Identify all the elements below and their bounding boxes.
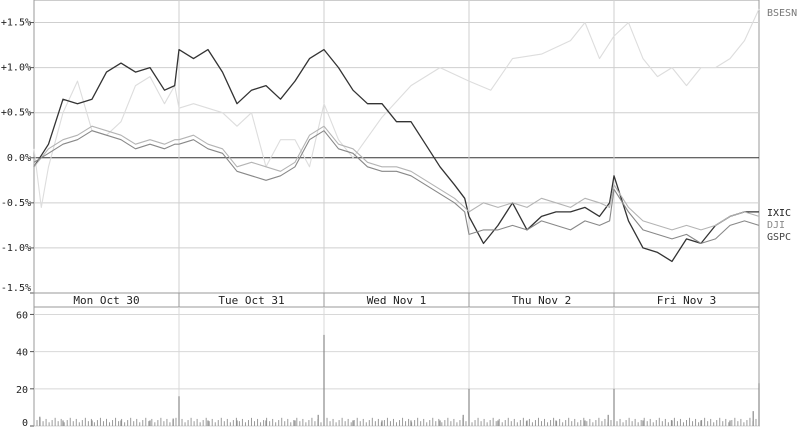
volume-plot-area xyxy=(33,306,760,427)
legend-gspc: GSPC xyxy=(767,232,791,243)
volume-y-tick-label: 0 xyxy=(22,418,28,429)
series-line-gspc xyxy=(33,130,760,244)
volume-y-tick-label: 40 xyxy=(16,348,28,359)
series-line-dji xyxy=(33,125,760,231)
legend-bsesn: BSESN xyxy=(767,8,797,19)
series-line-bsesn xyxy=(33,8,760,208)
legend-ixic: IXIC xyxy=(767,208,791,219)
series-line-ixic xyxy=(33,48,759,263)
y-tick-label: -0.5% xyxy=(1,198,31,209)
y-tick-label: -1.0% xyxy=(1,243,31,254)
volume-y-tick-label: 60 xyxy=(16,310,28,321)
x-tick-label: Wed Nov 1 xyxy=(367,294,427,307)
y-tick-label: +1.5% xyxy=(1,18,31,29)
volume-y-tick-label: 20 xyxy=(16,385,28,396)
x-tick-label: Mon Oct 30 xyxy=(73,294,139,307)
x-tick-label: Thu Nov 2 xyxy=(512,294,572,307)
volume-panel: 60 40 20 0 xyxy=(16,306,760,429)
y-tick-label: +1.0% xyxy=(1,63,31,74)
y-tick-label: 0.0% xyxy=(7,153,31,164)
x-tick-label: Tue Oct 31 xyxy=(218,294,284,307)
y-tick-label: +0.5% xyxy=(1,108,31,119)
x-tick-label: Fri Nov 3 xyxy=(657,294,717,307)
legend-dji: DJI xyxy=(767,220,785,231)
y-tick-label: -1.5% xyxy=(1,283,31,294)
plot-area xyxy=(33,0,760,294)
